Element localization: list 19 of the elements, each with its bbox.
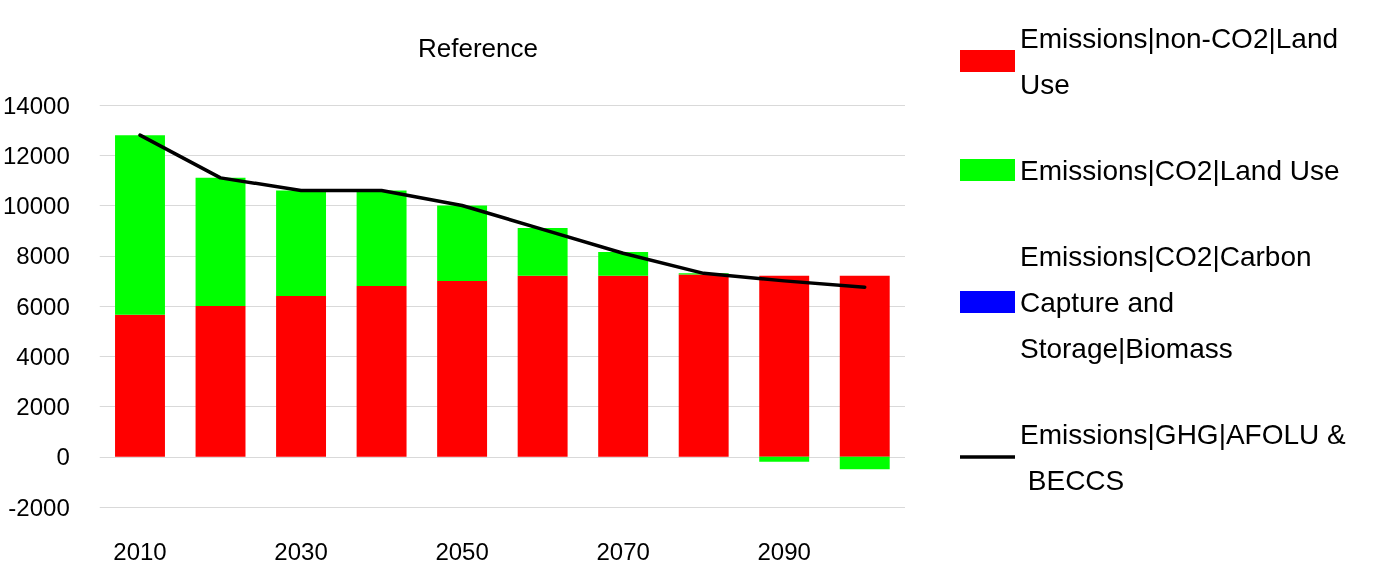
legend-label: Emissions|CO2|Land Use [1020, 154, 1340, 186]
y-tick-label: 14000 [2, 91, 70, 119]
y-tick-label: 12000 [2, 141, 70, 169]
legend-label: Emissions|GHG|AFOLU & BECCS [1020, 418, 1347, 496]
legend-label: Emissions|non-CO2|Land Use [1020, 22, 1346, 100]
y-tick-label: 8000 [16, 242, 70, 270]
x-tick-label: 2030 [274, 537, 328, 565]
y-tick-label: -2000 [8, 493, 70, 521]
y-tick-label: 2000 [16, 393, 70, 420]
x-tick-label: 2010 [113, 537, 167, 565]
y-tick-label: 0 [56, 443, 70, 471]
y-tick-label: 10000 [2, 192, 70, 219]
x-tick-label: 2070 [596, 537, 650, 565]
legend-label: Emissions|CO2|Carbon Capture and Storage|Biomass [1020, 240, 1320, 364]
chart-title: Reference [418, 33, 538, 63]
y-tick-label: 6000 [16, 292, 70, 320]
x-tick-label: 2050 [435, 537, 489, 565]
y-tick-label: 4000 [16, 342, 70, 370]
x-tick-label: 2090 [757, 537, 811, 565]
